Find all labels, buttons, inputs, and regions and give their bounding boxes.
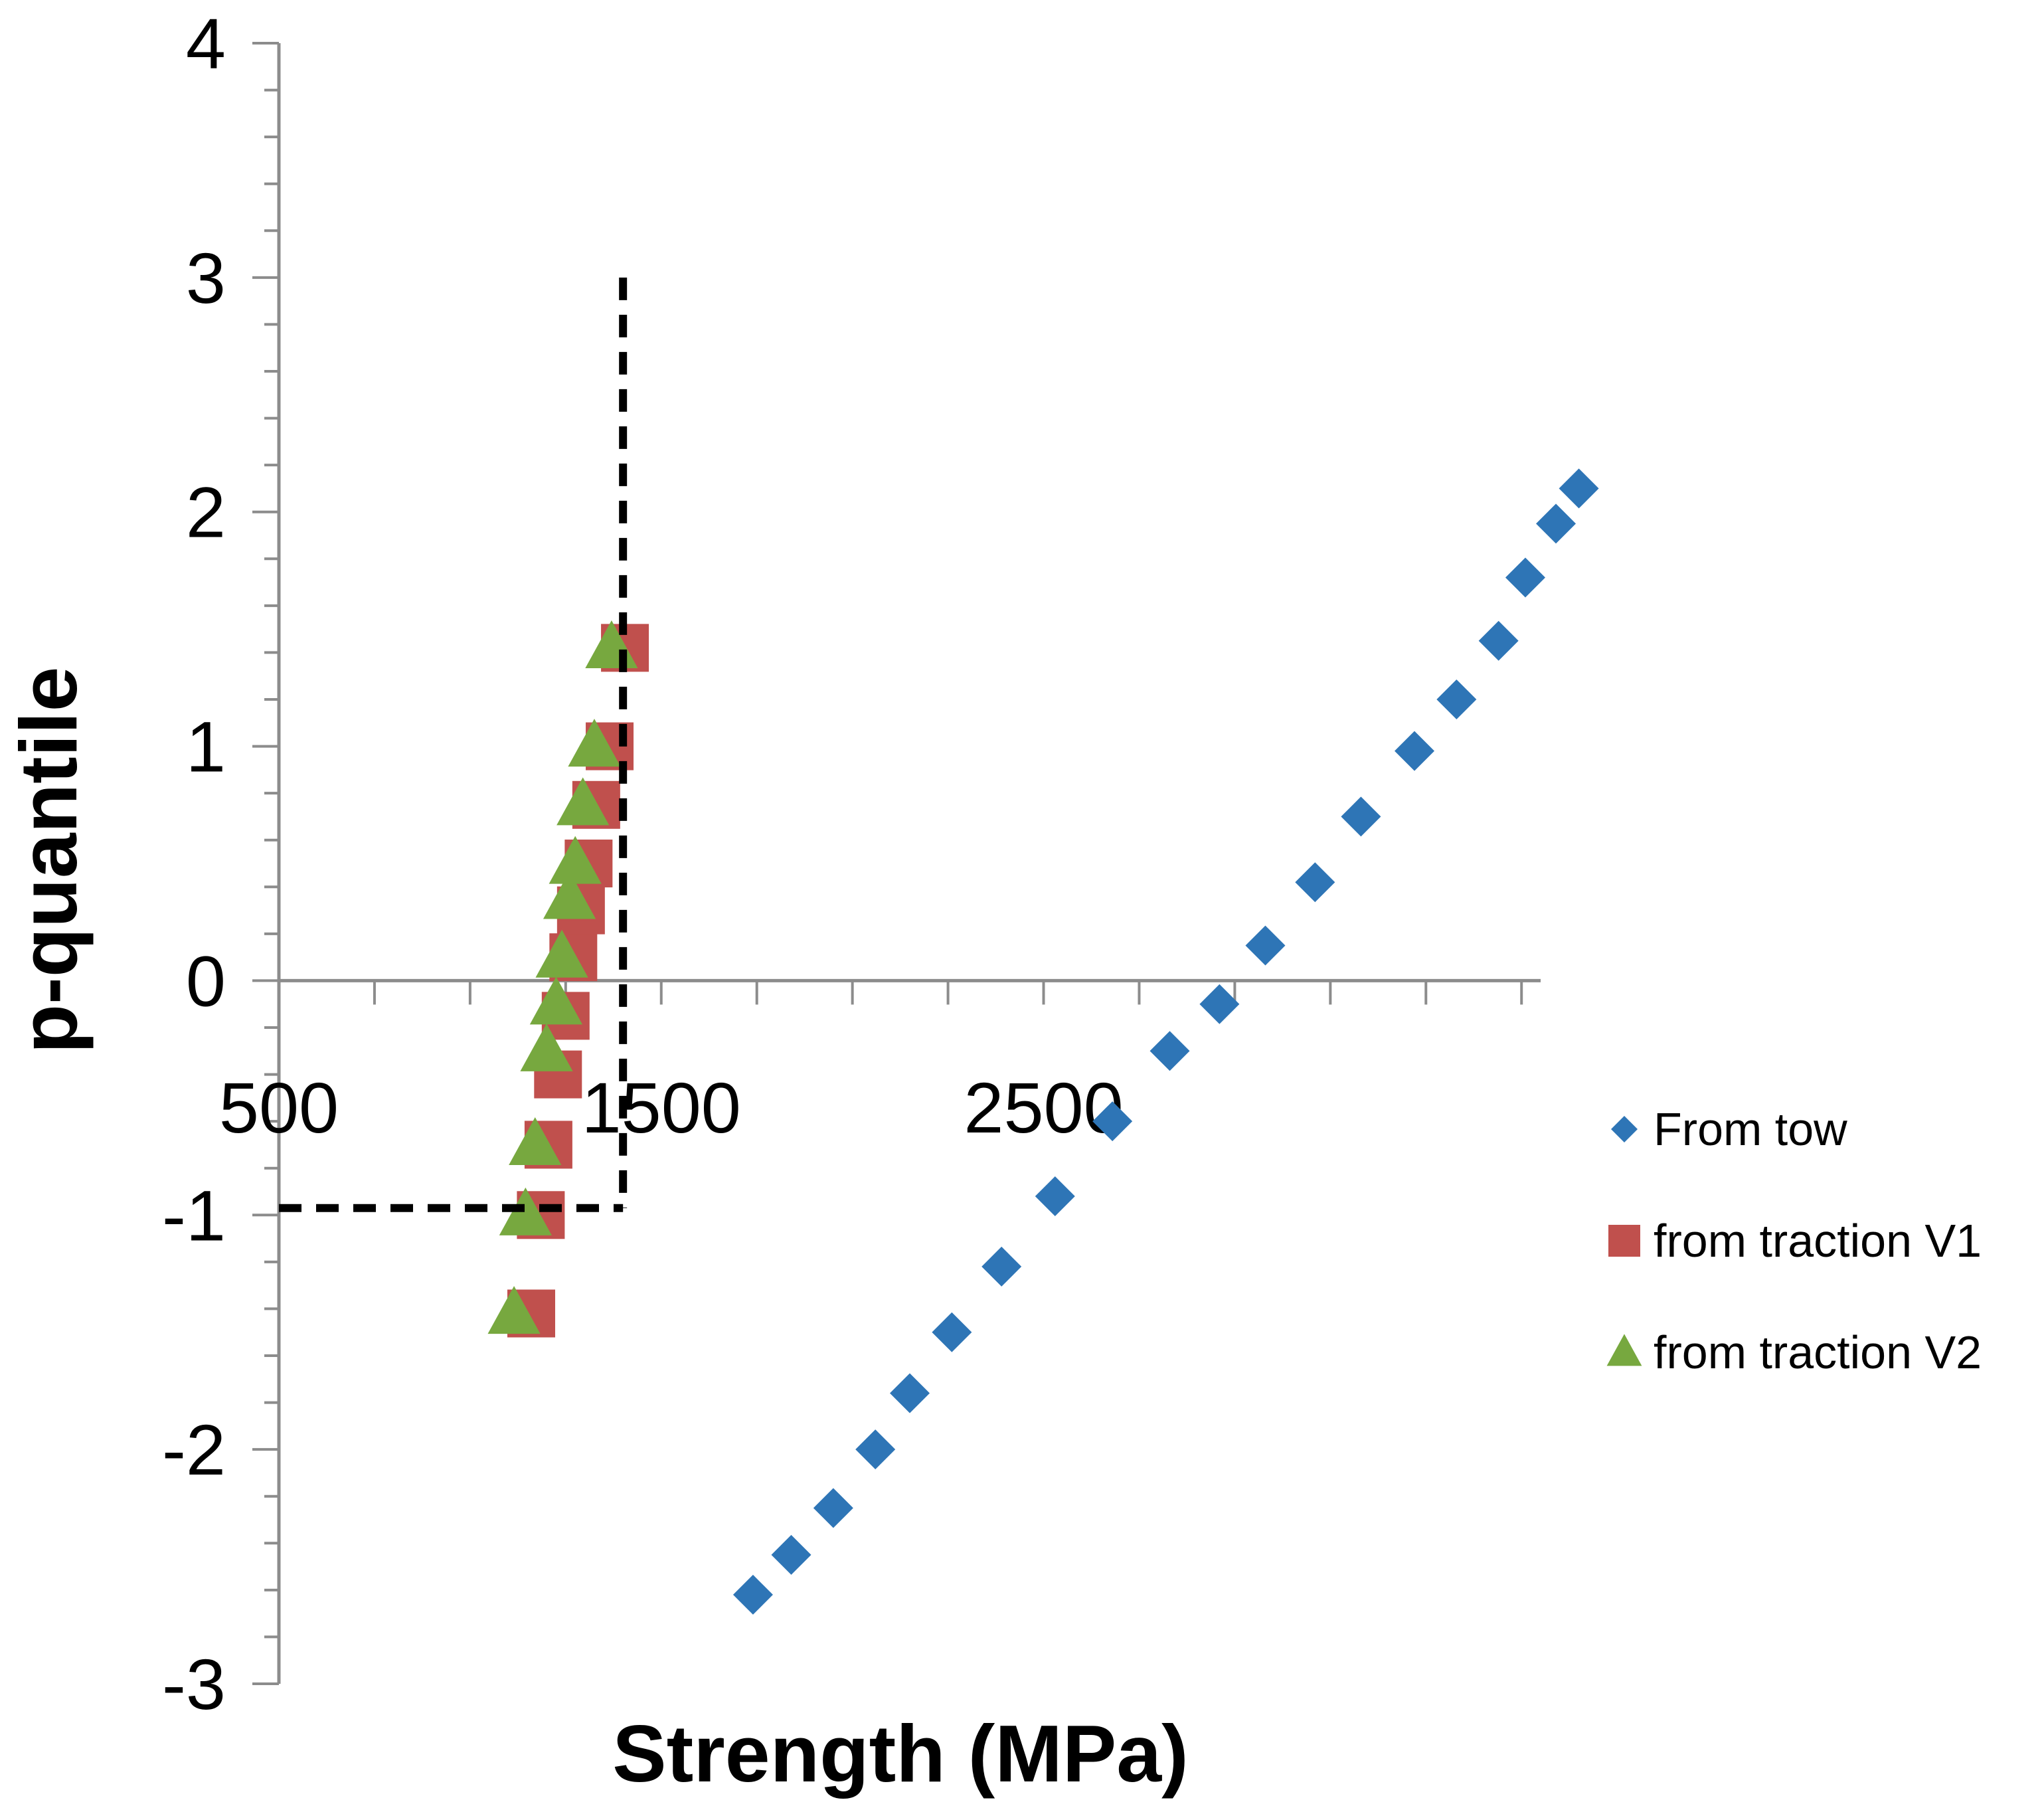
data-point (855, 1429, 896, 1470)
data-point (771, 1534, 811, 1575)
y-tick-label: -1 (162, 1175, 226, 1255)
data-point (1505, 557, 1545, 598)
guide-lines (279, 277, 628, 1212)
data-point (1478, 620, 1519, 661)
data-point (509, 1117, 562, 1166)
x-tick-label: 500 (219, 1067, 339, 1148)
legend-marker (1611, 1116, 1638, 1142)
y-tick-label: 0 (186, 941, 226, 1021)
data-point (1199, 984, 1240, 1024)
data-point (529, 976, 583, 1025)
data-point (1436, 679, 1477, 719)
data-point (556, 777, 610, 826)
y-tick-label: 1 (186, 707, 226, 787)
y-tick-label: -3 (162, 1644, 226, 1724)
legend-marker (1606, 1334, 1642, 1366)
legend-label: from traction V1 (1654, 1215, 1982, 1267)
x-tick-label: 2500 (964, 1067, 1123, 1148)
data-point (1395, 731, 1434, 771)
y-tick-label: 4 (186, 3, 226, 84)
legend-item: from traction V1 (1608, 1215, 1982, 1267)
legend-label: From tow (1654, 1103, 1847, 1155)
data-point (499, 1187, 552, 1235)
data-point (568, 719, 621, 767)
series-triangle (487, 620, 638, 1334)
y-tick-label: 2 (186, 472, 226, 553)
x-tick-label: 1500 (582, 1067, 741, 1148)
data-point (813, 1488, 853, 1528)
data-point (890, 1373, 930, 1413)
data-point (1092, 1101, 1133, 1142)
data-point (543, 871, 596, 919)
data-point (981, 1246, 1022, 1287)
data-point (1341, 796, 1381, 837)
series-diamond (732, 468, 1599, 1615)
y-tick-label: 3 (186, 238, 226, 318)
legend-item: From tow (1611, 1103, 1847, 1155)
axes: 4 3 2 1 0 -1 -2 -3 500 1500 2500 (162, 3, 1541, 1724)
data-point (487, 1286, 541, 1334)
legend-item: from traction V2 (1606, 1326, 1982, 1378)
legend: From tow from traction V1 from traction V2 (1606, 1103, 1982, 1378)
data-point (1536, 503, 1576, 544)
data-point (932, 1312, 972, 1352)
data-point (535, 929, 588, 978)
data-point (549, 836, 602, 884)
data-points (487, 468, 1599, 1615)
data-point (1150, 1031, 1190, 1071)
x-axis-title: Strength (MPa) (612, 1708, 1189, 1799)
data-point (1245, 925, 1286, 966)
data-point (1035, 1176, 1075, 1217)
data-point (732, 1574, 773, 1615)
data-point (520, 1023, 573, 1071)
legend-label: from traction V2 (1654, 1326, 1982, 1378)
data-point (1559, 468, 1599, 509)
y-axis-title: p-quantile (3, 667, 94, 1054)
data-point (1295, 862, 1335, 903)
legend-marker (1608, 1225, 1640, 1257)
y-tick-label: -2 (162, 1409, 226, 1490)
